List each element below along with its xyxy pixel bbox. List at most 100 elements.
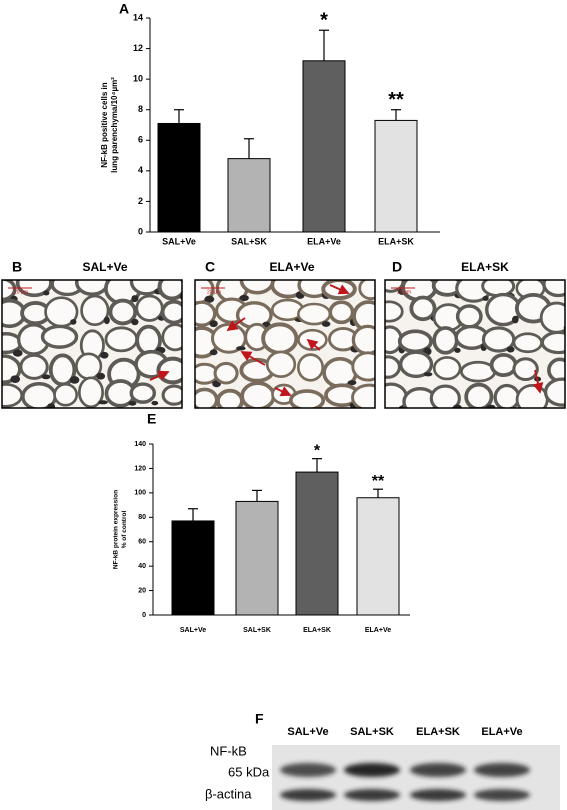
nucleus: [239, 409, 246, 413]
nucleus: [131, 318, 139, 326]
red-arrow: [240, 351, 266, 366]
bar: [302, 60, 346, 233]
x-tick-label: SAL+Ve: [162, 236, 196, 246]
y-tick-label: 100: [134, 490, 146, 497]
nucleus: [452, 404, 463, 408]
nucleus: [179, 293, 182, 300]
nucleus: [511, 315, 519, 324]
blot-row-sublabel: 65 kDa: [228, 764, 270, 779]
nucleus: [236, 346, 246, 351]
alveolus: [409, 295, 437, 322]
micrograph-title: ELA+SK: [461, 260, 509, 274]
alveolus: [135, 294, 164, 322]
bar: [171, 520, 215, 616]
bar: [235, 500, 279, 616]
alveolus: [351, 383, 375, 408]
micrograph-frame: [384, 279, 566, 409]
nucleus: [96, 372, 106, 380]
nucleus: [128, 400, 137, 406]
x-tick-label: ELA+Ve: [307, 236, 341, 246]
alveolus: [432, 326, 459, 355]
lane-label: ELA+SK: [416, 726, 460, 738]
nucleus: [209, 320, 218, 328]
alveolus: [296, 353, 325, 382]
y-tick-label: 4: [138, 165, 143, 175]
panel-letter: A: [119, 1, 129, 17]
panel-letter: E: [147, 411, 156, 427]
significance-mark: *: [320, 10, 328, 32]
error-bar: [174, 109, 184, 124]
x-tick-label: ELA+Ve: [365, 627, 391, 634]
alveolus: [542, 280, 565, 298]
alveolus: [104, 326, 139, 353]
y-tick-label: 120: [134, 465, 146, 472]
lane-label: ELA+Ve: [481, 726, 522, 738]
error-bar: [312, 458, 322, 473]
blot-band: [410, 789, 466, 801]
blot-row-label: NF-kB: [210, 743, 247, 758]
error-bar: [373, 488, 383, 498]
error-bar: [188, 508, 198, 521]
alveolus: [195, 387, 219, 408]
error-bar: [252, 489, 262, 502]
alveolus: [296, 302, 332, 326]
nucleus: [377, 404, 385, 411]
blot-band: [344, 763, 400, 777]
alveolus: [213, 361, 239, 385]
y-tick-label: 0: [138, 226, 143, 236]
y-tick-label: 60: [138, 539, 146, 546]
alveolus: [53, 382, 78, 407]
alveolus: [432, 356, 462, 381]
alveolus: [288, 389, 326, 408]
micrograph-title: SAL+Ve: [82, 260, 127, 274]
alveolus: [161, 384, 182, 406]
alveolus: [2, 382, 24, 408]
nucleus: [100, 351, 109, 359]
lane-label: SAL+SK: [350, 726, 394, 738]
alveolus: [515, 383, 549, 408]
alveolus: [493, 383, 521, 408]
nucleus: [69, 376, 80, 384]
bar: [374, 119, 418, 233]
alveolus: [40, 324, 79, 349]
blot-band: [344, 789, 400, 801]
alveolus: [108, 298, 138, 326]
alveolus: [539, 301, 565, 334]
x-tick-label: ELA+SK: [303, 627, 331, 634]
blot-row-label: β-actina: [205, 786, 252, 801]
bar: [356, 497, 400, 616]
alveolus: [261, 322, 299, 355]
alveolus: [464, 382, 494, 408]
nucleus: [204, 295, 215, 303]
y-tick-label: 10: [133, 74, 143, 84]
alveolus: [385, 355, 402, 379]
y-tick-label: 12: [133, 43, 143, 53]
nucleus: [423, 372, 433, 377]
alveolus: [19, 353, 49, 380]
alveolus: [385, 300, 404, 323]
nucleus: [151, 400, 159, 406]
nucleus: [12, 349, 23, 357]
alveolus: [358, 280, 375, 301]
panel-letter: D: [392, 259, 402, 275]
red-arrow: [149, 370, 170, 381]
nucleus: [41, 374, 51, 380]
tissue: [385, 280, 565, 408]
alveolus: [195, 300, 217, 327]
alveolus: [543, 377, 565, 407]
alveolus: [351, 351, 375, 382]
scale-bar-label: 20 µm: [14, 289, 28, 295]
alveolus: [77, 376, 104, 408]
x-tick-label: SAL+Ve: [180, 627, 206, 634]
nucleus: [183, 318, 190, 326]
alveolus: [429, 384, 461, 408]
nucleus: [377, 323, 384, 329]
alveolus: [540, 330, 565, 355]
red-arrow: [274, 386, 292, 397]
y-tick-label: 6: [138, 135, 143, 145]
alveolus: [240, 381, 276, 408]
y-axis-label: NF-kB protein expression: [112, 490, 119, 569]
error-bar: [244, 138, 254, 159]
nucleus: [486, 404, 496, 408]
lane-label: SAL+Ve: [287, 726, 328, 738]
